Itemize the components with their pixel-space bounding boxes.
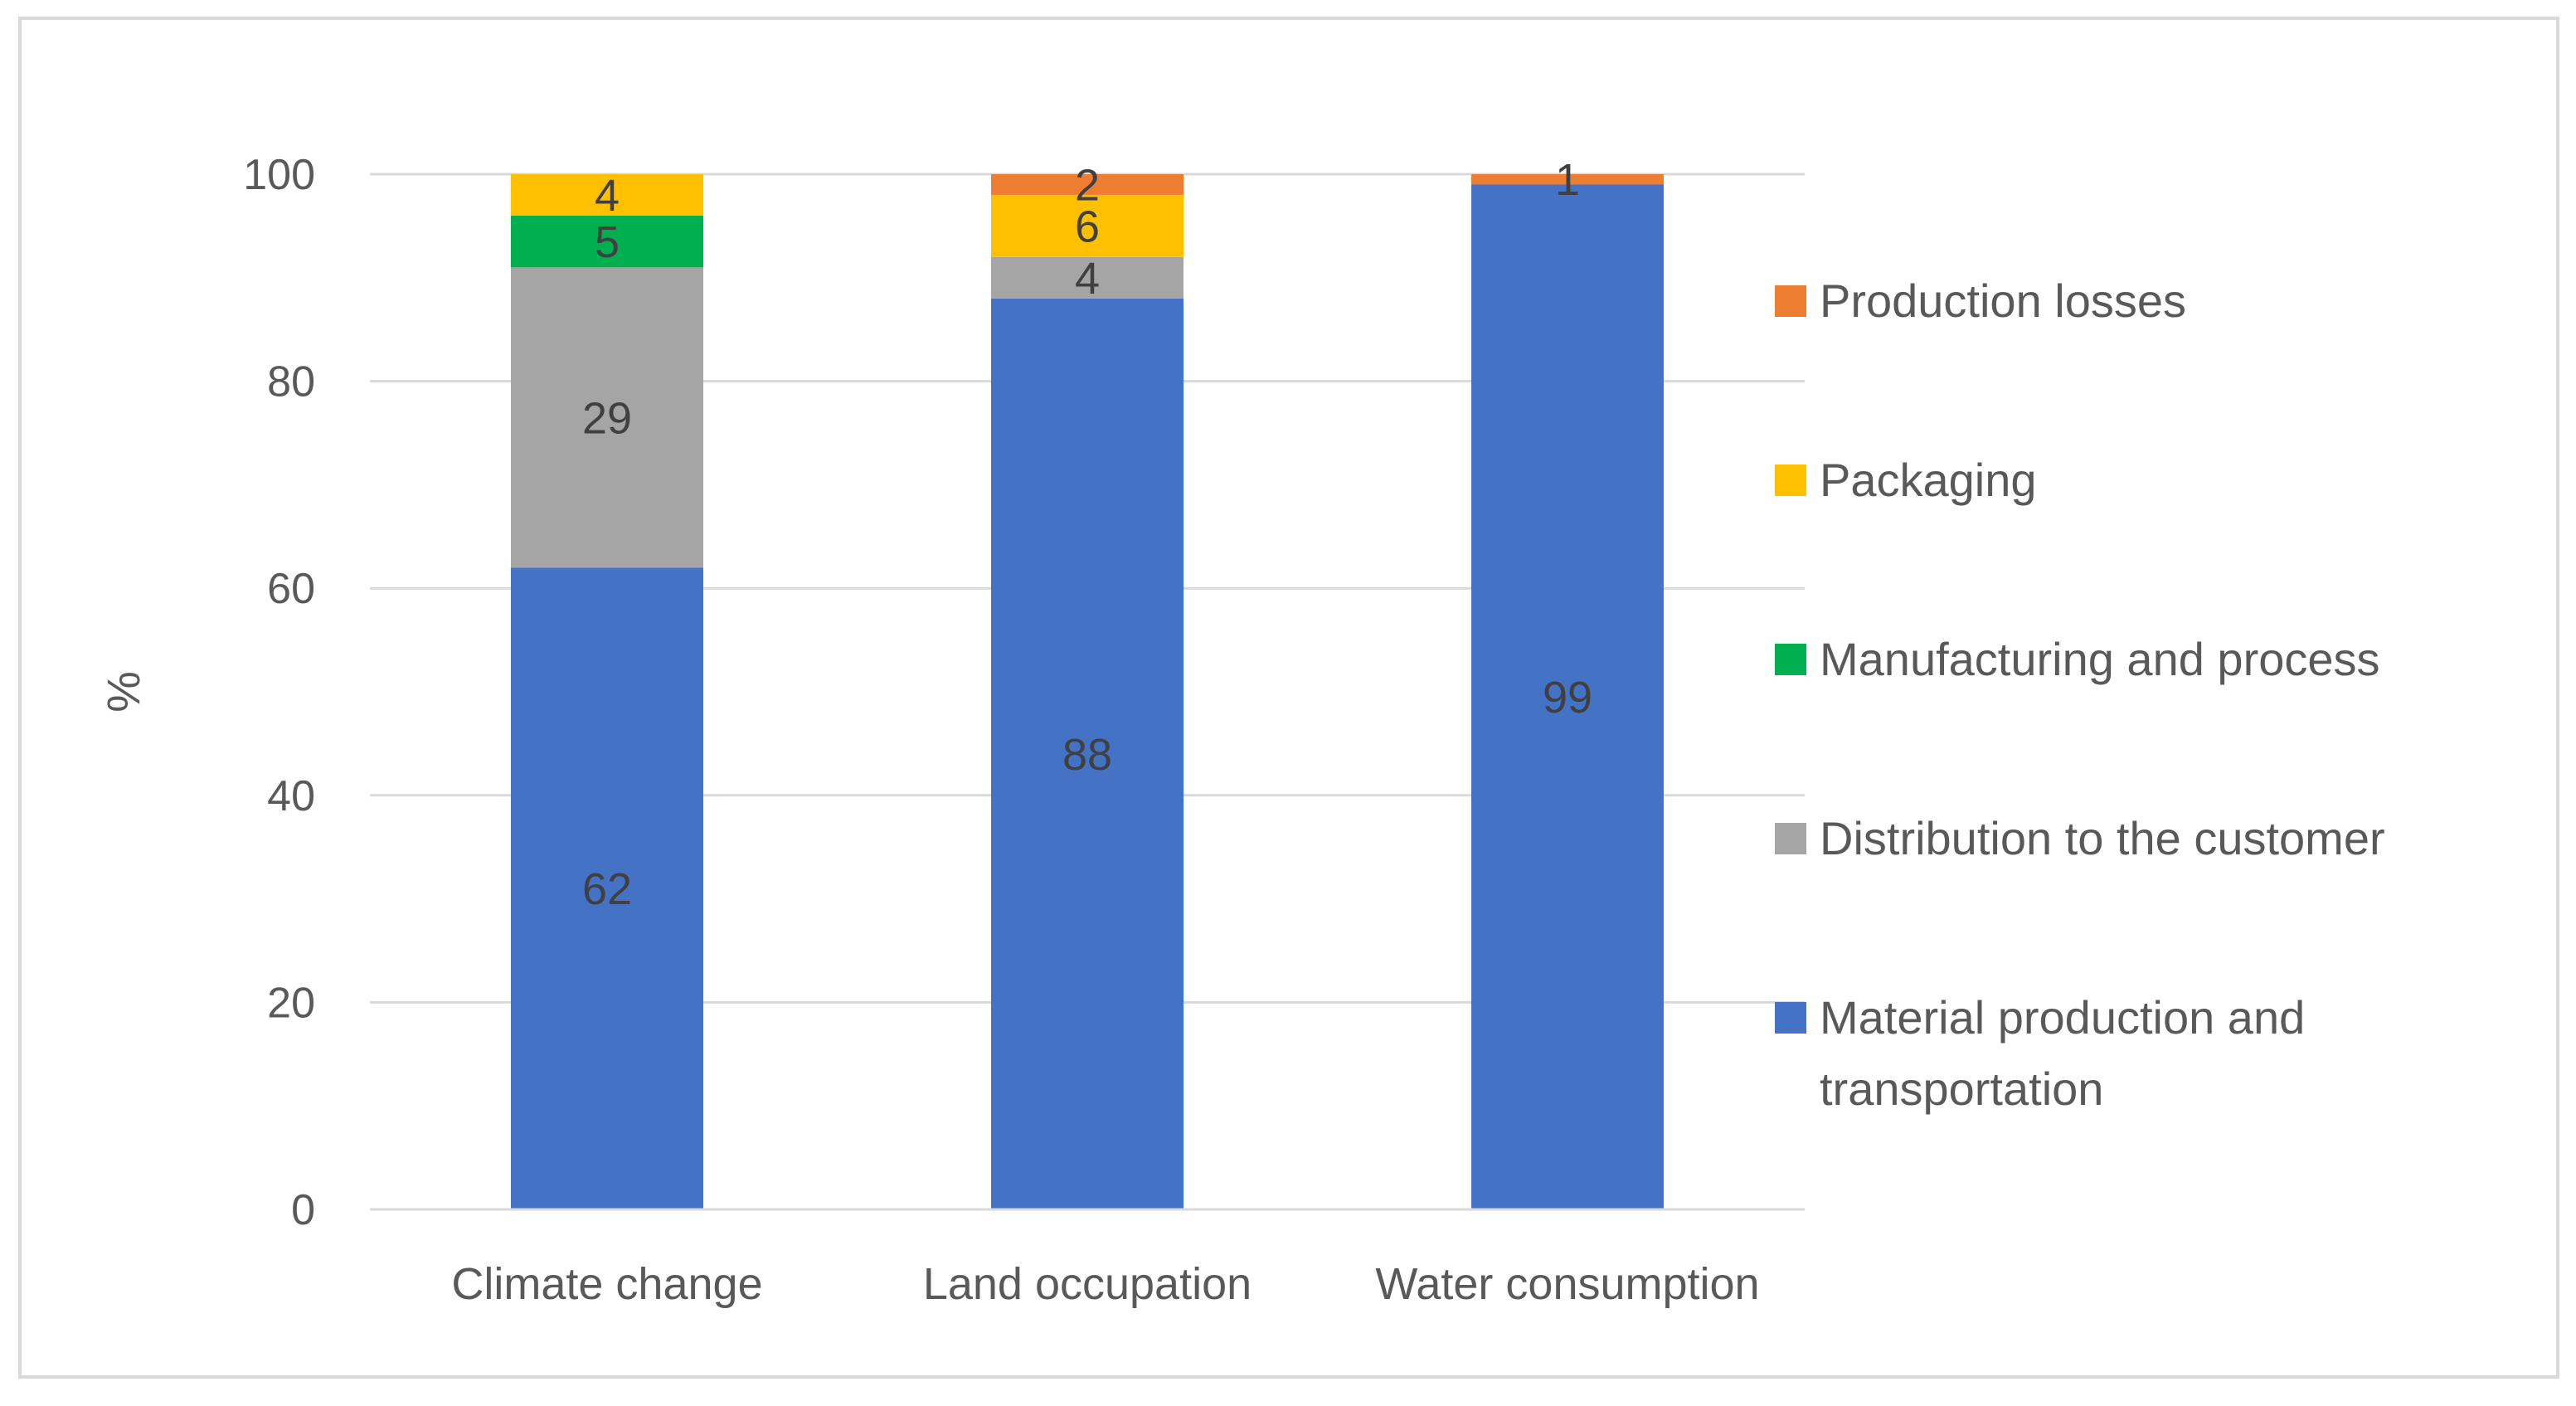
- data-label: 62: [582, 864, 632, 914]
- data-label: 29: [582, 393, 632, 443]
- legend-label: Material production and: [1820, 991, 2305, 1044]
- y-tick-label: 80: [267, 358, 315, 406]
- x-category-label: Land occupation: [923, 1259, 1252, 1309]
- x-category-label: Water consumption: [1375, 1259, 1759, 1309]
- bar-segment: [1471, 184, 1664, 1210]
- bar-segment: [991, 174, 1184, 195]
- y-tick-label: 20: [267, 979, 315, 1027]
- data-label: 4: [595, 171, 620, 221]
- legend: Production losses Packaging Manufacturing …: [1775, 275, 2385, 1115]
- bar-segment: [991, 194, 1184, 257]
- bar-segment: [511, 567, 703, 1209]
- legend-label: Manufacturing and process: [1820, 633, 2380, 685]
- x-category-label: Climate change: [451, 1259, 762, 1309]
- legend-swatch: [1775, 644, 1806, 675]
- chart-border: [18, 17, 2559, 1379]
- data-label: 5: [595, 217, 620, 267]
- legend-label: Distribution to the customer: [1820, 812, 2385, 864]
- legend-label: Packaging: [1820, 454, 2037, 506]
- bars: [511, 174, 1664, 1210]
- data-label: 4: [1075, 254, 1100, 304]
- y-tick-label: 0: [291, 1186, 315, 1234]
- legend-swatch: [1775, 285, 1806, 317]
- data-label: 2: [1075, 160, 1100, 210]
- y-tick-label: 40: [267, 772, 315, 820]
- legend-swatch: [1775, 823, 1806, 854]
- legend-swatch: [1775, 1002, 1806, 1034]
- bar-segment: [511, 267, 703, 568]
- legend-label: Production losses: [1820, 275, 2186, 327]
- axes: 0 20 40 60 80 100% Climate change Land occupati…: [97, 151, 1805, 1309]
- y-tick-label: 100: [243, 151, 315, 199]
- data-label: 88: [1062, 730, 1112, 780]
- bar-segment: [511, 215, 703, 268]
- data-label: 99: [1543, 673, 1592, 722]
- bar-segment: [1471, 174, 1664, 185]
- data-label: 1: [1555, 155, 1580, 205]
- y-tick-label: 60: [267, 565, 315, 613]
- legend-swatch: [1775, 465, 1806, 496]
- legend-label: transportation: [1820, 1063, 2103, 1115]
- data-label: 6: [1075, 202, 1100, 251]
- y-axis-title: %: [97, 671, 149, 713]
- bar-segment: [991, 256, 1184, 299]
- bar-segment: [511, 174, 703, 216]
- bar-segment: [991, 298, 1184, 1209]
